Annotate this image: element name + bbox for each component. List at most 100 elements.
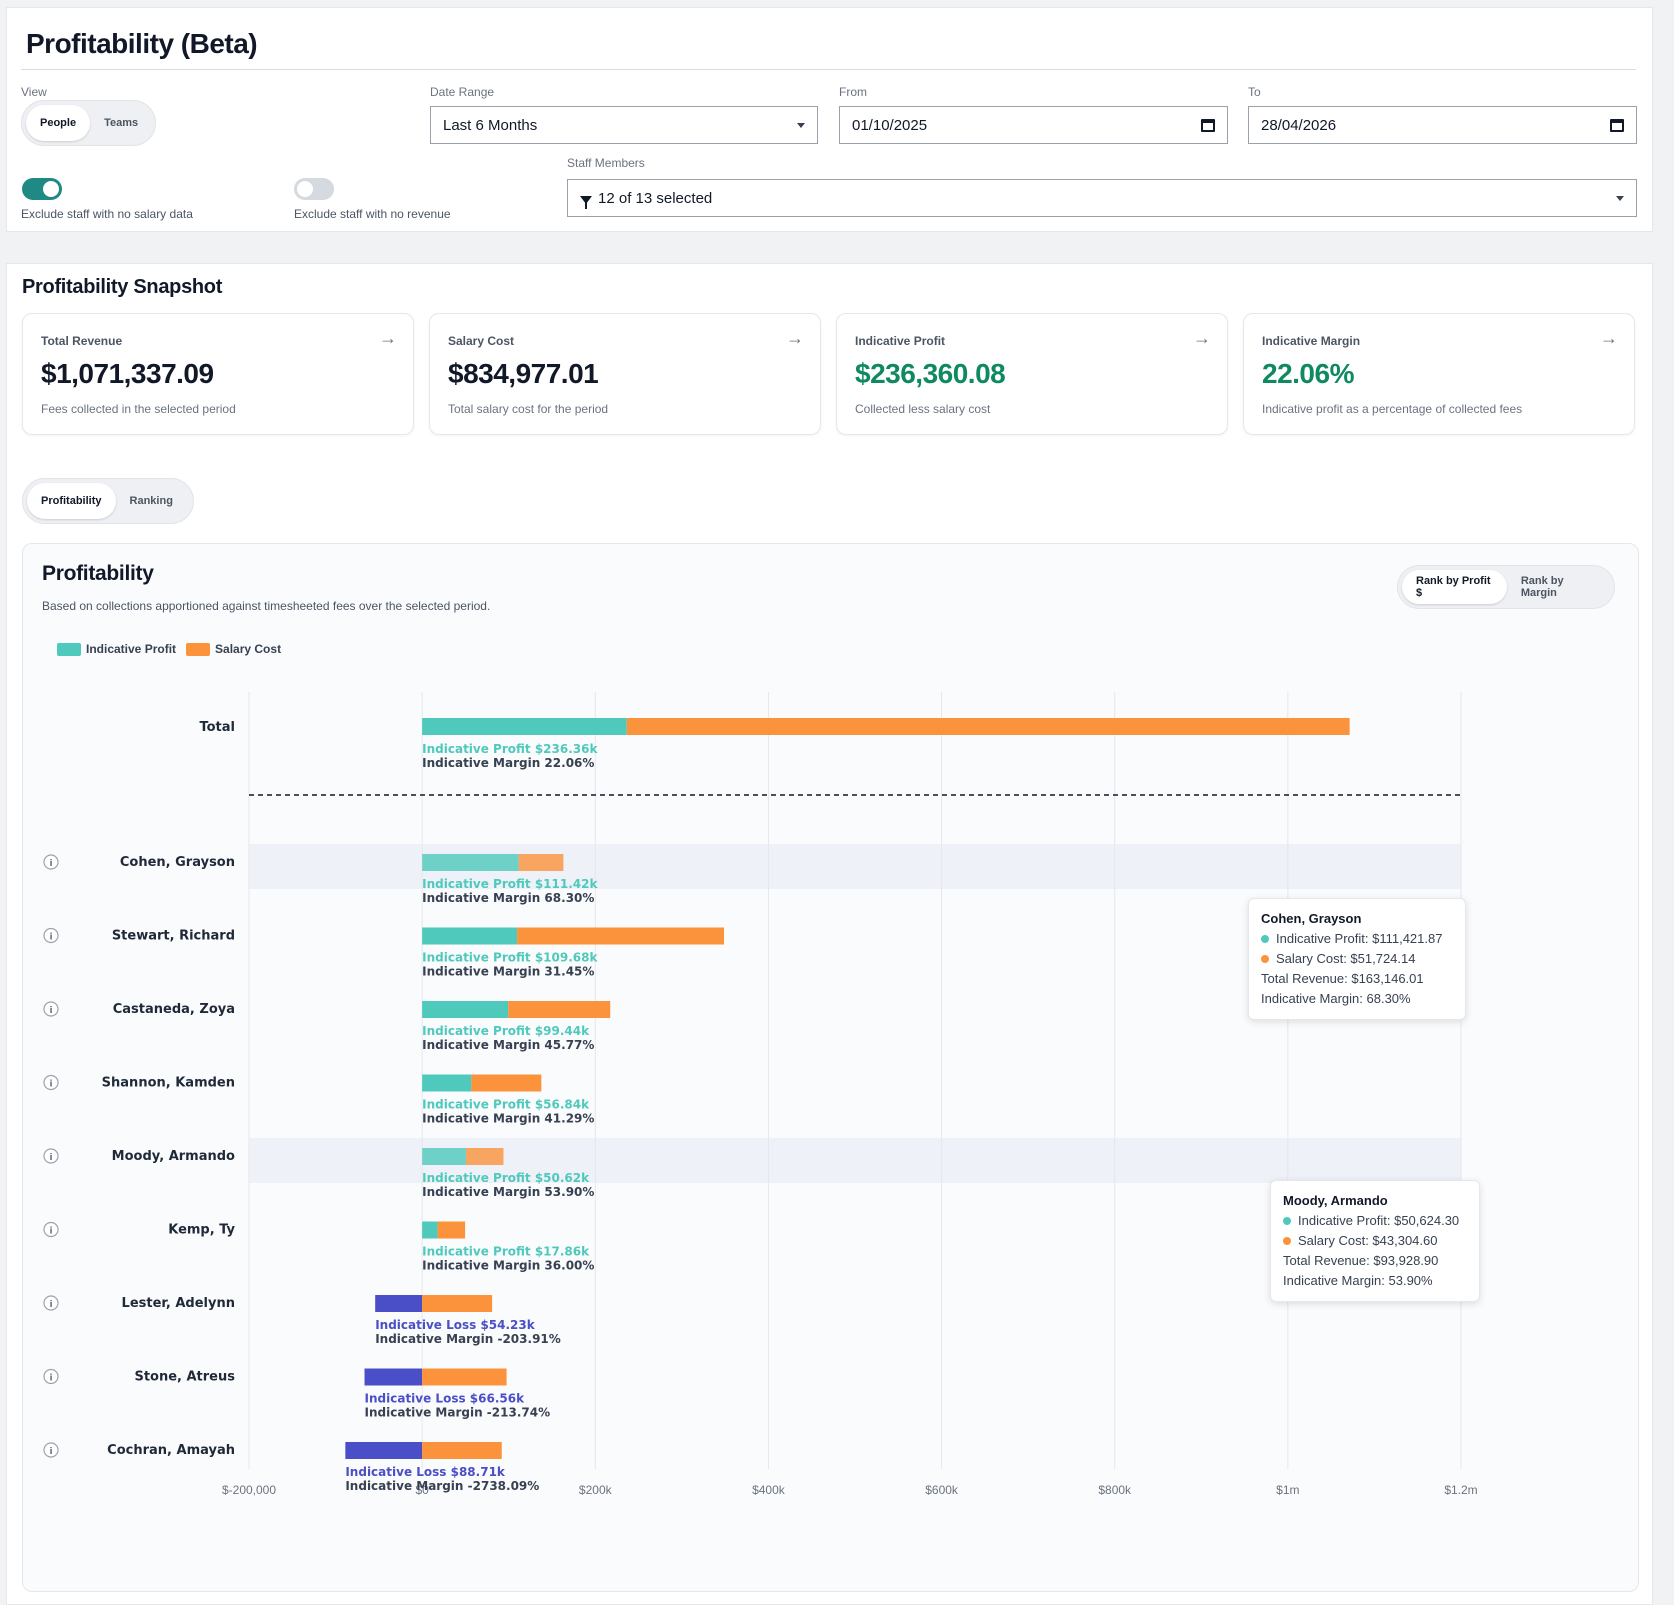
to-date-value: 28/04/2026	[1261, 116, 1337, 134]
data-label-margin: Indicative Margin -203.91%	[375, 1332, 561, 1346]
info-icon[interactable]	[43, 1221, 59, 1238]
category-label-stone-atreus: Stone, Atreus	[134, 1370, 235, 1385]
stat-label: Total Revenue	[41, 334, 123, 348]
exclude-no-salary-label: Exclude staff with no salary data	[21, 207, 193, 221]
info-icon-glyph: i	[49, 1447, 52, 1457]
category-label-moody-armando: Moody, Armando	[112, 1149, 235, 1164]
exclude-no-revenue-toggle[interactable]	[294, 178, 334, 200]
rank-by-margin-button[interactable]: Rank by Margin	[1520, 575, 1564, 599]
category-label-total: Total	[199, 720, 235, 735]
tooltip-moody-armando: Moody, Armando Indicative Profit: $50,62…	[1270, 1180, 1480, 1302]
exclude-no-salary-toggle[interactable]	[22, 178, 62, 200]
bar-profit-stewart-richard	[422, 927, 518, 945]
staff-members-select[interactable]: 12 of 13 selected	[567, 179, 1637, 217]
info-icon-glyph: i	[49, 1153, 52, 1163]
page-title: Profitability (Beta)	[26, 28, 258, 59]
stat-value: $1,071,337.09	[41, 358, 214, 389]
dot-icon	[1261, 935, 1269, 943]
stat-card-total-revenue[interactable]: Total Revenue $1,071,337.09 Fees collect…	[22, 313, 414, 435]
legend-item-salary[interactable]: Salary Cost	[186, 642, 281, 656]
category-label-kemp-ty: Kemp, Ty	[168, 1223, 235, 1238]
info-icon[interactable]	[43, 1368, 59, 1385]
calendar-icon[interactable]	[1201, 118, 1215, 132]
x-tick-label: $-200,000	[222, 1483, 276, 1497]
info-icon[interactable]	[43, 1001, 59, 1017]
calendar-icon[interactable]	[1610, 118, 1624, 132]
data-label-margin: Indicative Margin 36.00%	[422, 1259, 594, 1273]
tooltip-salary-text: Salary Cost: $43,304.60	[1298, 1233, 1438, 1248]
tooltip-salary: Salary Cost: $43,304.60	[1283, 1231, 1467, 1251]
x-tick-label: $600k	[925, 1483, 959, 1497]
stat-label: Indicative Profit	[855, 334, 946, 348]
category-label-stewart-richard: Stewart, Richard	[112, 929, 235, 944]
bar-salary-shannon-kamden	[471, 1074, 542, 1092]
dot-icon	[1283, 1237, 1291, 1245]
rank-by-profit-button[interactable]: Rank by Profit $	[1402, 570, 1507, 604]
data-label-margin: Indicative Margin -213.74%	[365, 1406, 551, 1420]
info-icon-glyph: i	[49, 1300, 52, 1310]
info-icon[interactable]	[43, 927, 59, 944]
date-range-select[interactable]: Last 6 Months	[430, 106, 818, 144]
info-icon-glyph: i	[49, 1227, 52, 1237]
tab-profitability[interactable]: Profitability	[27, 483, 116, 519]
tooltip-profit-text: Indicative Profit: $50,624.30	[1298, 1213, 1460, 1228]
stat-card-salary-cost[interactable]: Salary Cost $834,977.01 Total salary cos…	[429, 313, 821, 435]
tooltip-profit: Indicative Profit: $111,421.87	[1261, 929, 1453, 949]
tooltip-profit-text: Indicative Profit: $111,421.87	[1276, 931, 1443, 946]
x-tick-label: $0	[415, 1483, 429, 1497]
data-label-loss: Indicative Loss $66.56k	[365, 1392, 526, 1406]
category-label-castaneda-zoya: Castaneda, Zoya	[113, 1002, 235, 1017]
bar-salary-moody-armando	[465, 1148, 504, 1165]
to-label: To	[1248, 85, 1261, 99]
staff-members-value: 12 of 13 selected	[580, 190, 712, 209]
arrow-right-icon[interactable]: →	[1193, 328, 1211, 348]
x-tick-label: $200k	[579, 1483, 613, 1497]
bar-total-salary	[626, 718, 1350, 735]
info-icon[interactable]	[43, 1295, 59, 1311]
info-icon[interactable]	[43, 854, 59, 870]
data-label-loss: Indicative Loss $88.71k	[345, 1465, 506, 1479]
stat-card-indicative-profit[interactable]: Indicative Profit $236,360.08 Collected …	[836, 313, 1228, 435]
to-date-input[interactable]: 28/04/2026	[1248, 106, 1637, 144]
data-label-profit: Indicative Profit $109.68k	[422, 951, 598, 965]
arrow-right-icon[interactable]: →	[379, 328, 397, 348]
bar-profit-cohen-grayson	[422, 854, 519, 871]
x-tick-label: $1m	[1276, 1483, 1299, 1497]
stat-subtitle: Total salary cost for the period	[448, 402, 609, 416]
view-option-teams[interactable]: Teams	[104, 117, 139, 129]
tooltip-salary-text: Salary Cost: $51,724.14	[1276, 951, 1416, 966]
x-tick-label: $400k	[752, 1483, 786, 1497]
data-label-margin: Indicative Margin 22.06%	[422, 756, 594, 770]
view-option-people[interactable]: People	[26, 105, 91, 141]
data-label-margin: Indicative Margin 45.77%	[422, 1038, 594, 1052]
stat-value: $236,360.08	[855, 358, 1006, 389]
data-label-profit: Indicative Profit $50.62k	[422, 1171, 590, 1185]
info-icon-glyph: i	[49, 1080, 52, 1090]
stat-card-indicative-margin[interactable]: Indicative Margin 22.06% Indicative prof…	[1243, 313, 1635, 435]
arrow-right-icon[interactable]: →	[786, 328, 804, 348]
chart-title: Profitability	[42, 562, 154, 585]
x-tick-label: $1.2m	[1444, 1483, 1477, 1497]
view-label: View	[21, 85, 47, 99]
arrow-right-icon[interactable]: →	[1600, 328, 1618, 348]
bar-loss-cochran-amayah	[345, 1442, 423, 1459]
tab-ranking[interactable]: Ranking	[129, 495, 173, 507]
info-icon[interactable]	[43, 1074, 59, 1091]
info-icon-glyph: i	[49, 1006, 52, 1016]
info-icon-glyph: i	[49, 1374, 52, 1384]
data-label-profit: Indicative Profit $56.84k	[422, 1098, 590, 1112]
info-icon[interactable]	[43, 1442, 59, 1458]
tooltip-revenue: Total Revenue: $163,146.01	[1261, 971, 1424, 986]
profitability-chart-card: Profitability Based on collections appor…	[22, 543, 1639, 1592]
info-icon[interactable]	[43, 1148, 59, 1164]
from-date-input[interactable]: 01/10/2025	[839, 106, 1228, 144]
category-label-cochran-amayah: Cochran, Amayah	[107, 1443, 235, 1458]
data-label-profit: Indicative Profit $236.36k	[422, 742, 598, 756]
stat-subtitle: Indicative profit as a percentage of col…	[1262, 402, 1523, 416]
category-label-lester-adelynn: Lester, Adelynn	[122, 1296, 235, 1311]
legend-item-profit[interactable]: Indicative Profit	[57, 642, 176, 656]
snapshot-title: Profitability Snapshot	[22, 276, 223, 298]
dot-icon	[1283, 1217, 1291, 1225]
legend-label-salary: Salary Cost	[215, 642, 282, 656]
bar-profit-moody-armando	[422, 1148, 466, 1165]
